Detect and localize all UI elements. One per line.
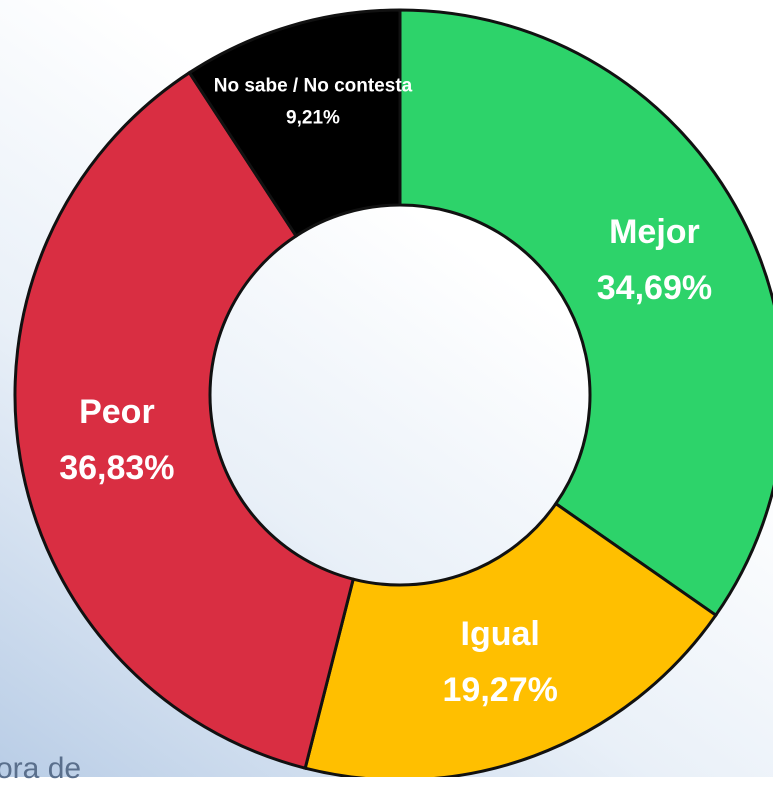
donut-segment	[187, 8, 402, 239]
segment-label: No sabe / No contesta	[214, 76, 413, 97]
segment-label: Mejor	[609, 213, 700, 251]
donut-segment	[303, 501, 718, 777]
segment-value-label: 9,21%	[286, 108, 340, 129]
donut-segment	[13, 70, 356, 770]
segment-value-label: 34,69%	[597, 269, 712, 307]
segment-value-label: 19,27%	[443, 671, 558, 709]
segment-value-label: 36,83%	[59, 449, 174, 487]
donut-segment	[398, 8, 773, 618]
segment-label: Igual	[461, 615, 540, 653]
text-fragment: ora de	[0, 752, 82, 785]
segment-label: Peor	[79, 393, 155, 431]
